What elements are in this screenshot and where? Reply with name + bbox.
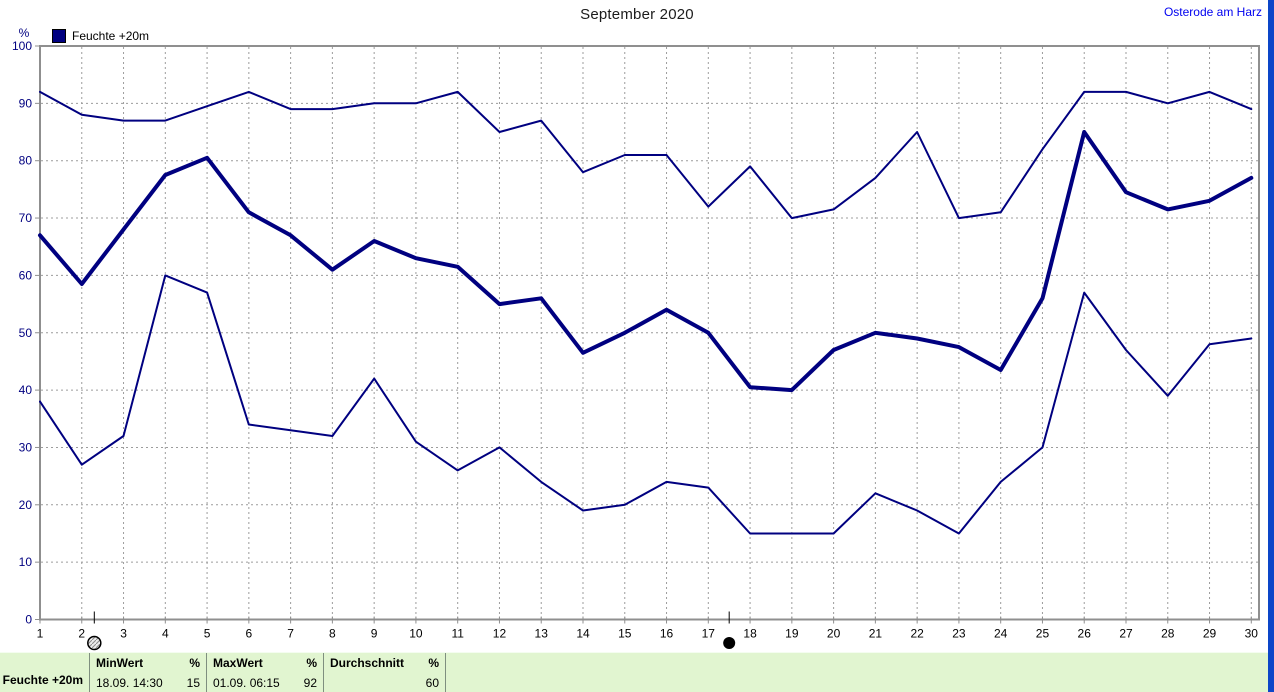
x-tick-label: 6 [246, 627, 253, 641]
y-tick-label: 70 [19, 211, 33, 225]
x-tick-label: 20 [827, 627, 841, 641]
maxwert-header: MaxWert [213, 656, 263, 670]
statusbar-filler [445, 653, 1268, 692]
y-tick-label: 30 [19, 440, 33, 454]
y-tick-label: 0 [25, 613, 32, 627]
y-tick-label: 100 [12, 39, 32, 53]
x-tick-label: 27 [1119, 627, 1133, 641]
x-tick-label: 24 [994, 627, 1008, 641]
y-tick-label: 50 [19, 326, 33, 340]
y-tick-label: 40 [19, 383, 33, 397]
minwert-timestamp: 18.09. 14:30 [96, 676, 163, 690]
page-title: September 2020 [580, 6, 694, 23]
y-tick-label: 80 [19, 154, 33, 168]
x-tick-label: 19 [785, 627, 799, 641]
maxwert-timestamp: 01.09. 06:15 [213, 676, 280, 690]
right-edge-bar [1268, 0, 1274, 692]
statusbar-maxwert-cell: MaxWert % 01.09. 06:15 92 [206, 653, 323, 692]
x-tick-label: 1 [37, 627, 44, 641]
x-tick-label: 12 [493, 627, 507, 641]
slider-handle-filled[interactable] [723, 637, 736, 649]
maxwert-value: 92 [303, 676, 317, 690]
y-tick-label: 10 [19, 555, 33, 569]
x-tick-label: 21 [869, 627, 883, 641]
series-max [39, 90, 1253, 220]
maxwert-unit: % [306, 656, 317, 670]
x-tick-label: 13 [535, 627, 549, 641]
durchschnitt-header: Durchschnitt [330, 656, 405, 670]
x-tick-label: 15 [618, 627, 632, 641]
x-tick-label: 8 [329, 627, 336, 641]
x-tick-label: 4 [162, 627, 169, 641]
statusbar-minwert-cell: MinWert % 18.09. 14:30 15 [89, 653, 206, 692]
x-tick-label: 25 [1036, 627, 1050, 641]
statusbar-durchschnitt-cell: Durchschnitt % 60 [323, 653, 445, 692]
x-tick-label: 11 [451, 627, 464, 641]
x-tick-label: 28 [1161, 627, 1175, 641]
series-avg [38, 130, 1254, 393]
x-tick-label: 5 [204, 627, 211, 641]
x-tick-label: 10 [409, 627, 423, 641]
x-tick-label: 18 [743, 627, 757, 641]
y-axis-unit-label: % [18, 26, 30, 40]
station-name-link[interactable]: Osterode am Harz [1163, 5, 1262, 19]
slider-handle-hatched[interactable] [87, 635, 102, 651]
x-tick-label: 2 [78, 627, 85, 641]
x-tick-label: 9 [371, 627, 378, 641]
x-tick-label: 26 [1078, 627, 1092, 641]
x-tick-label: 30 [1245, 627, 1259, 641]
y-tick-label: 90 [19, 96, 33, 110]
minwert-header: MinWert [96, 656, 144, 670]
minwert-unit: % [189, 656, 200, 670]
chart-legend: Feuchte +20m [52, 29, 149, 43]
statusbar-series-cell: Feuchte +20m [0, 653, 89, 692]
legend-swatch-icon [52, 29, 66, 43]
minwert-value: 15 [186, 676, 200, 690]
x-tick-label: 7 [287, 627, 294, 641]
statusbar-series-label: Feuchte +20m [2, 673, 83, 687]
durchschnitt-unit: % [428, 656, 439, 670]
x-tick-label: 14 [576, 627, 590, 641]
y-tick-label: 60 [19, 268, 33, 282]
durchschnitt-value: 60 [425, 676, 439, 690]
legend-label: Feuchte +20m [72, 29, 150, 43]
x-tick-label: 17 [702, 627, 716, 641]
x-tick-label: 22 [910, 627, 924, 641]
x-tick-label: 29 [1203, 627, 1217, 641]
y-tick-label: 20 [19, 498, 33, 512]
status-bar: Feuchte +20m MinWert % 18.09. 14:30 15 M… [0, 652, 1268, 692]
x-tick-label: 23 [952, 627, 966, 641]
series-min [39, 274, 1253, 535]
x-tick-label: 16 [660, 627, 674, 641]
x-tick-label: 3 [120, 627, 127, 641]
